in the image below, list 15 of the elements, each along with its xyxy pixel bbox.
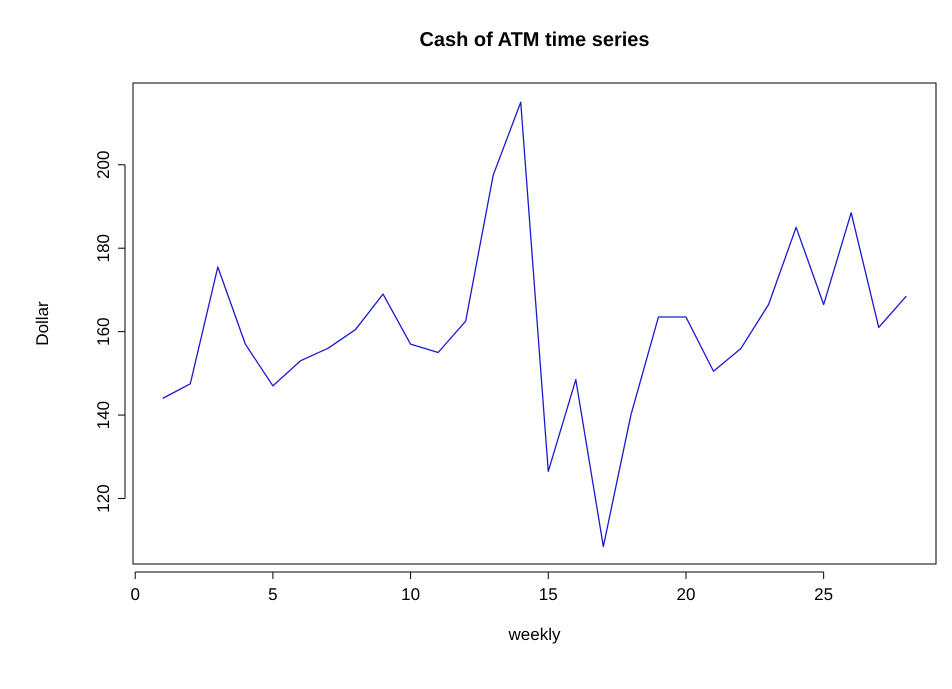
y-tick-label: 140 <box>94 400 113 430</box>
x-axis-title: weekly <box>508 625 561 644</box>
y-tick-label: 200 <box>94 150 113 179</box>
line-series <box>162 102 907 548</box>
y-tick-label: 160 <box>94 317 113 346</box>
y-axis-title: Dollar <box>33 300 52 346</box>
y-tick-label: 180 <box>94 234 113 262</box>
chart-title: Cash of ATM time series <box>419 29 650 51</box>
x-tick-label: 25 <box>814 585 834 604</box>
x-tick-label: 10 <box>401 585 420 604</box>
x-tick-label: 0 <box>130 585 140 604</box>
x-tick-label: 5 <box>268 585 278 604</box>
y-tick-label: 120 <box>94 484 113 513</box>
x-tick-label: 15 <box>538 585 558 604</box>
x-tick-label: 20 <box>676 585 696 604</box>
